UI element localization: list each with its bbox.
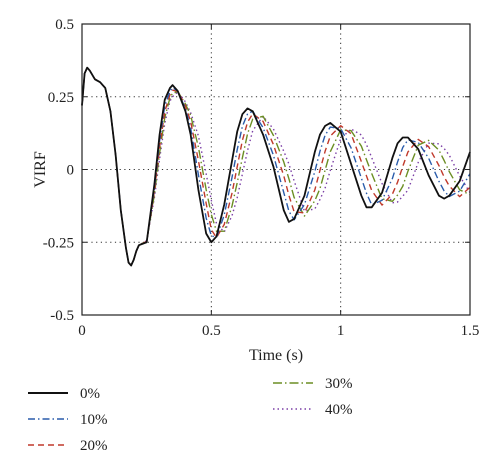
legend-label: 0% — [80, 386, 100, 402]
grid — [82, 24, 470, 315]
legend: 0% 10% 20% 30% 40% — [28, 376, 353, 454]
x-tick-label: 0 — [78, 323, 86, 339]
axis-ticks: 0 0.5 1 1.5 -0.5 -0.25 0 0.25 0.5 — [43, 17, 480, 339]
legend-label: 20% — [80, 438, 108, 454]
x-tick-label: 1 — [337, 323, 345, 339]
series-line-10pct — [81, 66, 471, 267]
y-tick-label: 0 — [67, 163, 75, 179]
legend-label: 10% — [80, 412, 108, 428]
x-axis-label: Time (s) — [249, 347, 303, 364]
y-tick-label: 0.25 — [48, 90, 74, 106]
y-tick-label: 0.5 — [55, 17, 74, 33]
series-line-0pct — [81, 66, 471, 267]
legend-label: 40% — [325, 402, 353, 418]
y-axis-label: VIRF — [32, 151, 49, 188]
series-line-30pct — [81, 66, 471, 266]
y-tick-label: -0.25 — [43, 235, 74, 251]
plot-lines — [81, 66, 471, 267]
y-tick-label: -0.5 — [50, 308, 74, 324]
legend-label: 30% — [325, 376, 353, 392]
x-tick-label: 1.5 — [461, 323, 480, 339]
x-tick-label: 0.5 — [202, 323, 221, 339]
